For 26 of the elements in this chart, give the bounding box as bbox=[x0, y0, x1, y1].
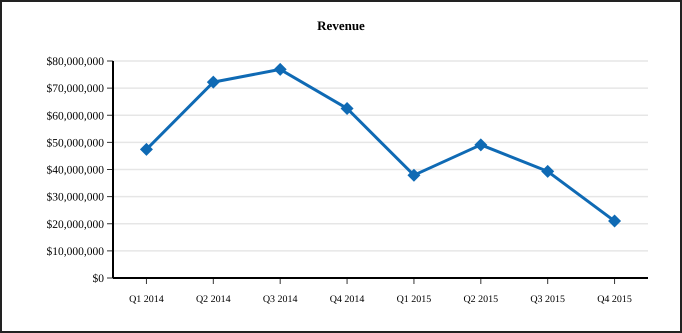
y-tick-label: $60,000,000 bbox=[46, 110, 104, 122]
point bbox=[340, 102, 354, 115]
y-tick-label: $80,000,000 bbox=[46, 56, 104, 68]
y-tick-label: $10,000,000 bbox=[46, 246, 104, 258]
x-tick-label: Q3 2015 bbox=[530, 294, 566, 305]
point bbox=[206, 76, 220, 89]
y-tick-label: $20,000,000 bbox=[46, 218, 104, 231]
point bbox=[140, 142, 153, 156]
y-tick-label: $50,000,000 bbox=[46, 137, 104, 150]
point bbox=[407, 168, 420, 182]
point bbox=[608, 214, 622, 228]
y-tick-label: $40,000,000 bbox=[46, 164, 104, 177]
x-tick-label: Q3 2014 bbox=[262, 294, 298, 305]
x-tick-label: Q2 2015 bbox=[463, 294, 498, 305]
y-tick-label: $0 bbox=[92, 273, 104, 286]
x-tick-label: Q4 2015 bbox=[597, 294, 632, 305]
y-tick-label: $30,000,000 bbox=[46, 192, 104, 204]
chart-title: Revenue bbox=[317, 18, 366, 33]
point bbox=[274, 62, 287, 76]
x-tick-label: Q1 2014 bbox=[129, 294, 164, 305]
point bbox=[541, 164, 554, 178]
point bbox=[474, 138, 488, 152]
y-tick-label: $70,000,000 bbox=[46, 83, 104, 96]
x-tick-label: Q1 2015 bbox=[396, 294, 432, 305]
x-tick-label: Q2 2014 bbox=[196, 294, 231, 305]
x-tick-label: Q4 2014 bbox=[330, 294, 364, 305]
